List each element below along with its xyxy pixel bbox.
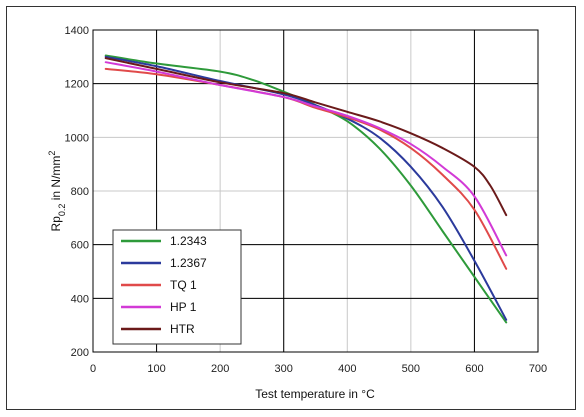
legend-items: 1.2343 1.2367 TQ 1 HP 1 HTR	[121, 234, 207, 336]
series-line-4	[104, 57, 508, 217]
legend: 1.2343 1.2367 TQ 1 HP 1 HTR	[112, 229, 242, 345]
series-lines	[104, 54, 508, 324]
y-axis-title-main: Rp	[49, 216, 63, 232]
legend-label-4: HTR	[170, 322, 195, 336]
y-axis-title-sup: 2	[47, 151, 57, 156]
plot-border	[92, 29, 539, 353]
x-tick-labels: 0 100 200 300 400 500 600 700	[90, 363, 547, 375]
x-tick-label-100: 100	[147, 363, 165, 375]
x-axis-title: Test temperature in °C	[255, 387, 375, 401]
y-tick-labels: 200 400 600 800 1000 1200 1400	[65, 25, 89, 359]
y-axis-title-sub: 0.2	[57, 204, 67, 217]
y-tick-label-1200: 1200	[65, 79, 89, 91]
x-tick-label-700: 700	[529, 363, 547, 375]
series-line-3	[104, 61, 508, 257]
legend-label-1: 1.2367	[170, 256, 207, 270]
y-axis-title-rest: in N/mm	[49, 156, 63, 204]
x-tick-label-400: 400	[338, 363, 356, 375]
legend-box	[112, 229, 242, 345]
y-tick-label-600: 600	[71, 240, 89, 252]
legend-label-2: TQ 1	[170, 278, 197, 292]
y-tick-label-400: 400	[71, 293, 89, 305]
legend-label-0: 1.2343	[170, 234, 207, 248]
x-tick-label-600: 600	[465, 363, 483, 375]
y-tick-label-200: 200	[71, 347, 89, 359]
y-axis-title: Rp0.2 in N/mm2	[47, 151, 67, 232]
legend-label-3: HP 1	[170, 300, 197, 314]
x-tick-label-300: 300	[275, 363, 293, 375]
y-tick-label-1000: 1000	[65, 132, 89, 144]
x-tick-label-200: 200	[211, 363, 229, 375]
y-tick-label-800: 800	[71, 186, 89, 198]
x-tick-label-0: 0	[90, 363, 96, 375]
x-tick-label-500: 500	[402, 363, 420, 375]
y-tick-label-1400: 1400	[65, 25, 89, 37]
series-line-1	[104, 55, 508, 321]
